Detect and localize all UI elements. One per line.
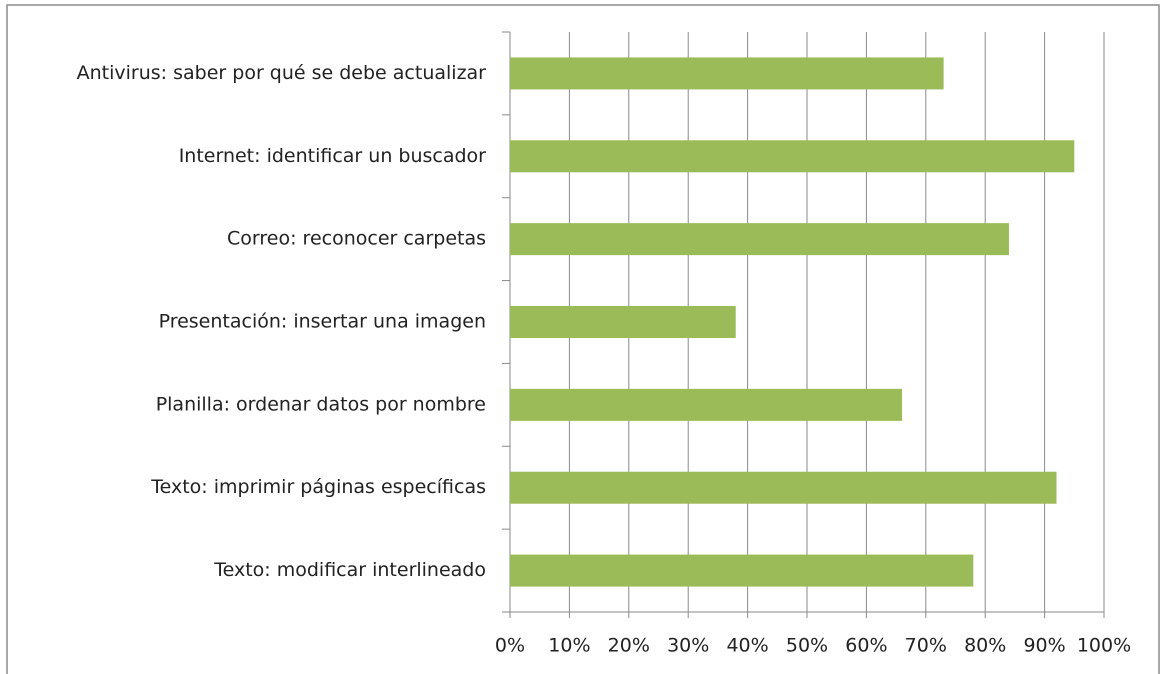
bar bbox=[510, 554, 974, 587]
y-tick-label: Internet: identificar un buscador bbox=[179, 145, 486, 167]
x-tick-label: 10% bbox=[548, 635, 590, 657]
y-tick-label: Texto: imprimir páginas específicas bbox=[150, 476, 486, 498]
y-tick-label: Antivirus: saber por qué se debe actuali… bbox=[77, 62, 487, 84]
x-tick-label: 20% bbox=[608, 635, 650, 657]
bar bbox=[510, 223, 1009, 256]
bar bbox=[510, 140, 1075, 173]
y-tick-label: Texto: modificar interlineado bbox=[213, 559, 486, 581]
x-tick-label: 0% bbox=[495, 635, 525, 657]
x-tick-label: 100% bbox=[1077, 635, 1131, 657]
bar bbox=[510, 388, 903, 421]
bar bbox=[510, 471, 1057, 504]
bar bbox=[510, 306, 736, 338]
y-tick-label: Presentación: insertar una imagen bbox=[159, 311, 486, 333]
y-tick-label: Planilla: ordenar datos por nombre bbox=[156, 393, 486, 415]
x-tick-label: 80% bbox=[964, 635, 1006, 657]
x-tick-label: 40% bbox=[726, 635, 768, 657]
x-tick-label: 50% bbox=[786, 635, 828, 657]
x-tick-label: 90% bbox=[1023, 635, 1065, 657]
bar bbox=[510, 57, 944, 90]
x-tick-label: 60% bbox=[845, 635, 887, 657]
x-tick-label: 70% bbox=[905, 635, 947, 657]
y-tick-label: Correo: reconocer carpetas bbox=[227, 228, 486, 250]
x-tick-label: 30% bbox=[667, 635, 709, 657]
